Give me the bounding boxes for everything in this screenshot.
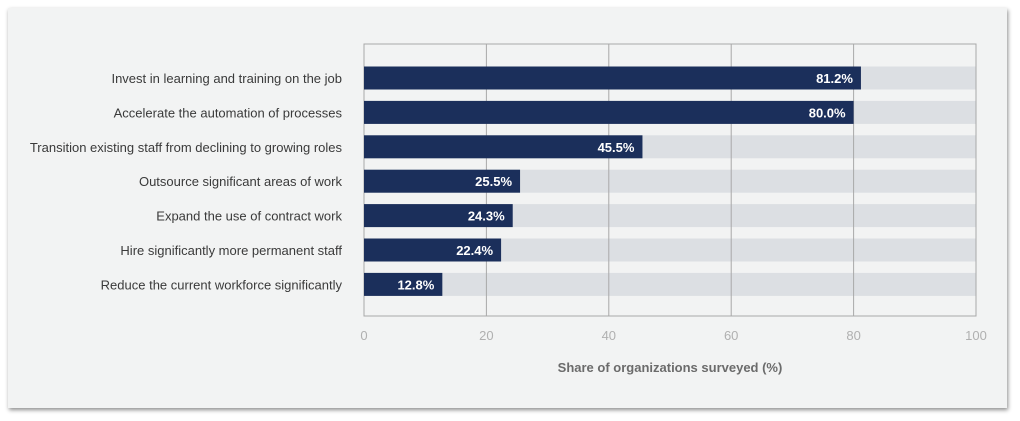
x-tick-label: 20 [479, 328, 493, 343]
category-label: Transition existing staff from declining… [30, 140, 343, 155]
bar [364, 100, 854, 124]
x-tick-label: 100 [965, 328, 987, 343]
category-label: Accelerate the automation of processes [114, 105, 343, 120]
category-label: Hire significantly more permanent staff [120, 243, 342, 258]
bar [364, 66, 861, 90]
bar-value-label: 12.8% [397, 277, 434, 292]
bar-value-label: 24.3% [468, 209, 505, 224]
bar-value-label: 25.5% [475, 174, 512, 189]
x-tick-label: 40 [602, 328, 616, 343]
bar-value-label: 22.4% [456, 243, 493, 258]
bar-value-label: 45.5% [598, 140, 635, 155]
bar [364, 238, 502, 262]
x-tick-label: 60 [724, 328, 738, 343]
category-label: Invest in learning and training on the j… [111, 71, 342, 86]
category-label: Reduce the current workforce significant… [101, 277, 343, 292]
bar-value-label: 80.0% [809, 105, 846, 120]
bar-track [364, 204, 976, 228]
bar [364, 272, 443, 296]
category-label: Expand the use of contract work [156, 209, 342, 224]
category-label: Outsource significant areas of work [139, 174, 343, 189]
x-tick-label: 0 [360, 328, 367, 343]
bar-track [364, 272, 976, 296]
x-tick-label: 80 [846, 328, 860, 343]
bar [364, 169, 521, 193]
bar-value-label: 81.2% [816, 71, 853, 86]
bar [364, 135, 643, 159]
bar-track [364, 238, 976, 262]
x-axis-title: Share of organizations surveyed (%) [558, 360, 783, 375]
bar [364, 204, 513, 228]
